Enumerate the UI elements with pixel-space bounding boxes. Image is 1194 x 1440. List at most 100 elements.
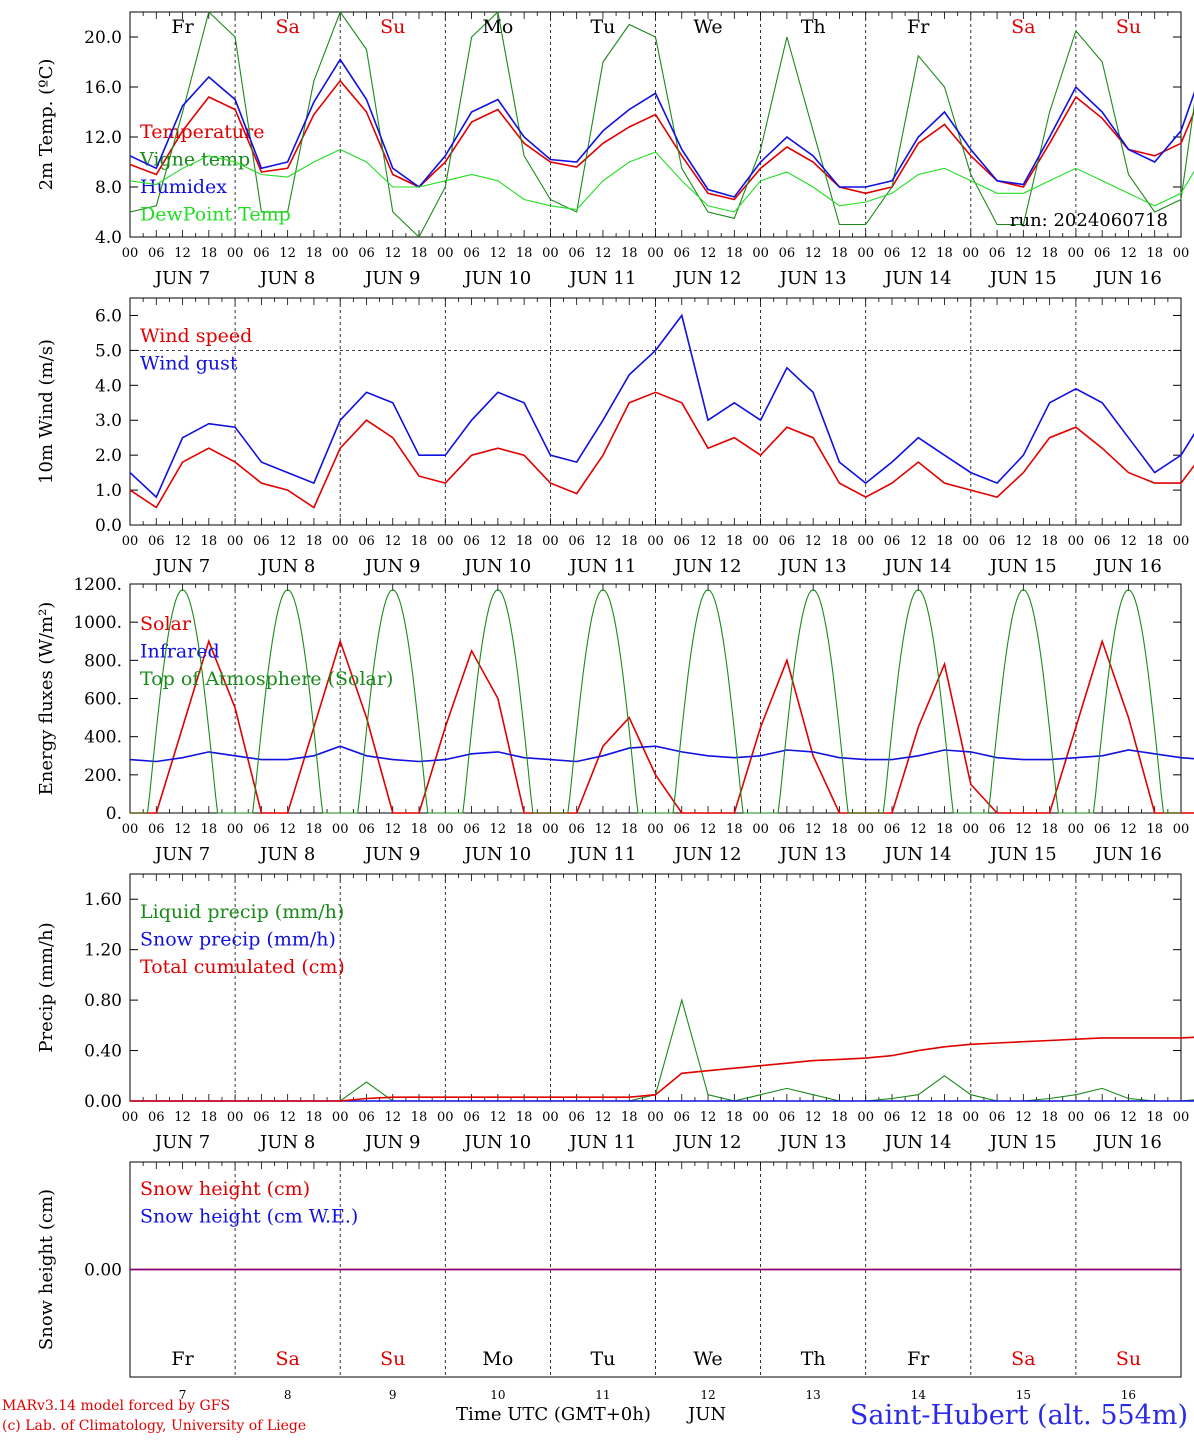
legend-entry: Infrared xyxy=(140,641,220,663)
y-tick-label: 1.0 xyxy=(95,481,122,501)
x-hour-label: 00 xyxy=(122,1110,139,1125)
series-top-of-atmosphere xyxy=(130,589,1181,814)
y-tick-label: 8.0 xyxy=(95,178,122,198)
top-day-name: We xyxy=(693,16,722,38)
x-hour-label: 18 xyxy=(621,246,638,261)
x-hour-label: 12 xyxy=(910,534,927,549)
x-date-label: JUN 16 xyxy=(1093,556,1162,577)
run-label: run: 2024060718 xyxy=(1010,210,1168,231)
series-wind-gust xyxy=(129,313,1194,499)
x-hour-label: 00 xyxy=(1173,822,1190,837)
x-hour-label: 06 xyxy=(463,246,480,261)
x-date-label: JUN 15 xyxy=(988,556,1057,577)
x-date-label: JUN 7 xyxy=(153,268,210,289)
x-hour-label: 00 xyxy=(752,822,769,837)
series-humidex xyxy=(129,58,1194,198)
bottom-day-number: 9 xyxy=(389,1388,397,1402)
x-hour-label: 12 xyxy=(174,822,191,837)
x-hour-label: 06 xyxy=(779,534,796,549)
x-hour-label: 06 xyxy=(253,246,270,261)
x-hour-label: 00 xyxy=(437,822,454,837)
x-hour-label: 12 xyxy=(910,822,927,837)
x-hour-label: 18 xyxy=(936,1110,953,1125)
x-hour-label: 18 xyxy=(306,246,323,261)
x-date-label: JUN 8 xyxy=(258,268,315,289)
x-hour-label: 00 xyxy=(227,246,244,261)
x-date-label: JUN 16 xyxy=(1093,268,1162,289)
x-hour-label: 12 xyxy=(1120,534,1137,549)
legend-entry: Snow precip (mm/h) xyxy=(140,929,336,951)
x-hour-label: 12 xyxy=(1120,822,1137,837)
x-hour-label: 12 xyxy=(1015,534,1032,549)
y-tick-label: 0.0 xyxy=(95,516,122,536)
y-axis-title: 2m Temp. (ºC) xyxy=(36,59,57,191)
x-hour-label: 00 xyxy=(963,822,980,837)
x-hour-label: 12 xyxy=(1015,1110,1032,1125)
x-hour-label: 18 xyxy=(936,246,953,261)
x-hour-label: 18 xyxy=(1146,822,1163,837)
x-date-label: JUN 7 xyxy=(153,556,210,577)
y-tick-label: 4.0 xyxy=(95,376,122,396)
top-day-name: Sa xyxy=(275,16,299,38)
top-day-name: Tu xyxy=(590,16,615,38)
bottom-day-number: 8 xyxy=(284,1388,292,1402)
x-hour-label: 00 xyxy=(1173,1110,1190,1125)
x-hour-label: 00 xyxy=(227,534,244,549)
x-hour-label: 00 xyxy=(122,246,139,261)
x-hour-label: 12 xyxy=(910,246,927,261)
legend-entry: Liquid precip (mm/h) xyxy=(140,901,344,923)
x-hour-label: 12 xyxy=(384,246,401,261)
bottom-day-name: Su xyxy=(1116,1348,1141,1370)
x-hour-label: 18 xyxy=(201,534,218,549)
x-hour-label: 18 xyxy=(411,822,428,837)
bottom-day-name: Su xyxy=(380,1348,405,1370)
y-tick-label: 800. xyxy=(84,651,122,671)
x-hour-label: 18 xyxy=(936,534,953,549)
x-hour-label: 00 xyxy=(647,1110,664,1125)
x-hour-label: 12 xyxy=(805,534,822,549)
x-hour-label: 18 xyxy=(306,534,323,549)
x-date-label: JUN 13 xyxy=(778,844,847,865)
bottom-day-name: We xyxy=(693,1348,722,1370)
bottom-day-name: Fr xyxy=(907,1348,930,1370)
x-date-label: JUN 11 xyxy=(568,556,637,577)
x-hour-label: 06 xyxy=(674,246,691,261)
x-hour-label: 00 xyxy=(1173,534,1190,549)
lab-credit: (c) Lab. of Climatology, University of L… xyxy=(2,1418,307,1434)
x-date-label: JUN 16 xyxy=(1093,844,1162,865)
x-date-label: JUN 12 xyxy=(673,1132,742,1153)
x-hour-label: 18 xyxy=(831,822,848,837)
top-day-name: Fr xyxy=(907,16,930,38)
x-hour-label: 06 xyxy=(989,822,1006,837)
y-axis-title: Precip (mm/h) xyxy=(36,922,57,1052)
x-date-label: JUN 14 xyxy=(883,268,952,289)
x-hour-label: 00 xyxy=(332,534,349,549)
model-credit: MARv3.14 model forced by GFS xyxy=(2,1398,231,1414)
x-hour-label: 12 xyxy=(174,534,191,549)
x-hour-label: 00 xyxy=(122,534,139,549)
x-hour-label: 00 xyxy=(227,1110,244,1125)
x-date-label: JUN 10 xyxy=(462,844,531,865)
x-hour-label: 00 xyxy=(647,534,664,549)
x-hour-label: 00 xyxy=(857,246,874,261)
y-tick-label: 0.00 xyxy=(84,1261,122,1281)
y-tick-label: 4.0 xyxy=(95,228,122,248)
x-hour-label: 06 xyxy=(674,822,691,837)
x-hour-label: 00 xyxy=(1173,246,1190,261)
x-date-label: JUN 16 xyxy=(1093,1132,1162,1153)
x-date-label: JUN 14 xyxy=(883,1132,952,1153)
x-hour-label: 18 xyxy=(726,1110,743,1125)
bottom-day-name: Sa xyxy=(275,1348,299,1370)
x-date-label: JUN 15 xyxy=(988,844,1057,865)
x-hour-label: 00 xyxy=(857,534,874,549)
x-hour-label: 06 xyxy=(358,246,375,261)
x-date-label: JUN 7 xyxy=(153,844,210,865)
x-hour-label: 12 xyxy=(490,1110,507,1125)
x-hour-label: 12 xyxy=(1015,246,1032,261)
x-hour-label: 00 xyxy=(963,1110,980,1125)
x-hour-label: 00 xyxy=(1068,1110,1085,1125)
bottom-day-number: 12 xyxy=(700,1388,715,1402)
y-tick-label: 5.0 xyxy=(95,341,122,361)
x-hour-label: 12 xyxy=(595,534,612,549)
